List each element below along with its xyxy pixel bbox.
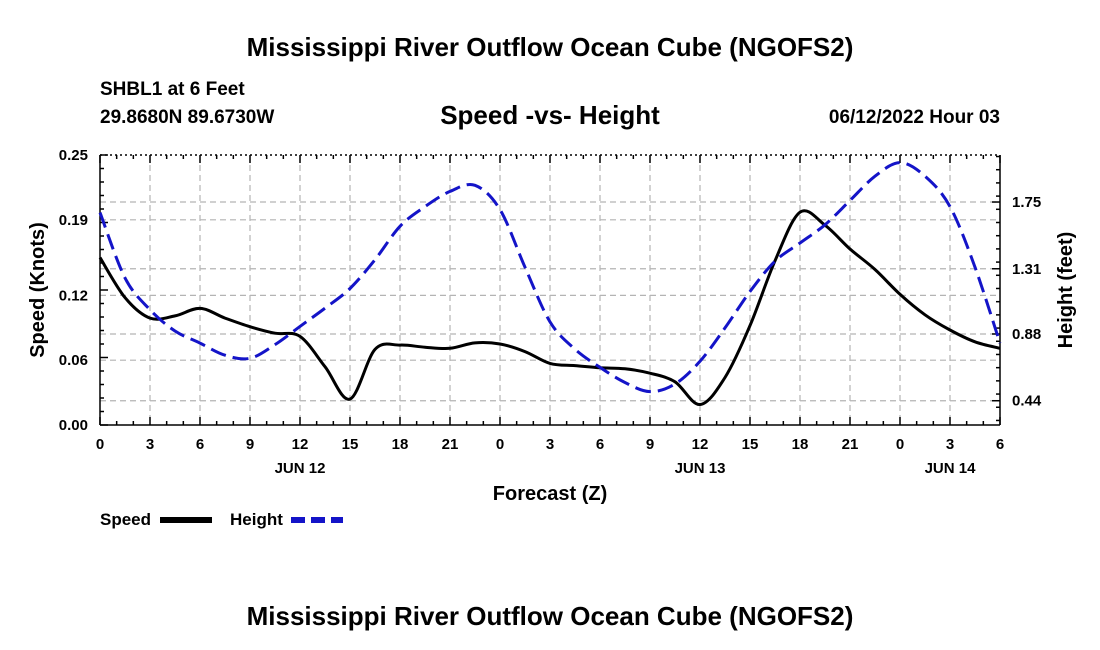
- x-tick-label: 15: [342, 436, 359, 453]
- y2-tick-label: 1.75: [1012, 194, 1041, 211]
- x-tick-label: 3: [546, 436, 554, 453]
- y-tick-label: 0.25: [59, 147, 88, 164]
- legend: Speed Height: [100, 510, 343, 529]
- height-series-line: [98, 161, 1002, 394]
- speed-series-line: [98, 209, 1001, 406]
- y-tick-label: 0.06: [59, 352, 88, 369]
- x-tick-label: 9: [246, 436, 254, 453]
- x-tick-label: 0: [96, 436, 104, 453]
- station-label: SHBL1 at 6 Feet: [100, 79, 245, 100]
- x-tick-label: 21: [442, 436, 459, 453]
- x-tick-label: 12: [692, 436, 709, 453]
- y-tick-label: 0.12: [59, 287, 88, 304]
- coordinates-label: 29.8680N 89.6730W: [100, 107, 274, 128]
- x-tick-label: 3: [946, 436, 954, 453]
- x-tick-label: 18: [792, 436, 809, 453]
- x-tick-label: 3: [146, 436, 154, 453]
- datetime-label: 06/12/2022 Hour 03: [829, 107, 1000, 128]
- y-axis-label: Speed (Knots): [27, 222, 49, 358]
- x-tick-label: 6: [196, 436, 204, 453]
- axes: 0 3 6 9 12 15 18 21 0 3 6 9 12 15 18 21 0 3 6 JUN 12 JUN 13 J…: [59, 147, 1042, 477]
- y-tick-label: 0.19: [59, 212, 88, 229]
- y-tick-label: 0.00: [59, 417, 88, 434]
- x-tick-label: 0: [496, 436, 504, 453]
- x-tick-label: 21: [842, 436, 859, 453]
- main-title: Mississippi River Outflow Ocean Cube (NG…: [247, 32, 854, 62]
- x-tick-label: 9: [646, 436, 654, 453]
- x-tick-label: 15: [742, 436, 759, 453]
- x-day-label: JUN 13: [675, 460, 726, 477]
- x-axis-label: Forecast (Z): [493, 483, 607, 505]
- x-day-label: JUN 14: [925, 460, 977, 477]
- legend-height-label: Height: [230, 510, 283, 529]
- x-tick-label: 6: [996, 436, 1004, 453]
- y2-tick-label: 0.44: [1012, 393, 1042, 410]
- x-tick-label: 18: [392, 436, 409, 453]
- x-tick-label: 6: [596, 436, 604, 453]
- series-lines: [98, 161, 1002, 406]
- footer-title: Mississippi River Outflow Ocean Cube (NG…: [247, 601, 854, 631]
- y2-tick-label: 0.88: [1012, 326, 1041, 343]
- x-tick-label: 0: [896, 436, 904, 453]
- x-day-label: JUN 12: [275, 460, 326, 477]
- legend-speed-label: Speed: [100, 510, 151, 529]
- y2-tick-label: 1.31: [1012, 261, 1041, 278]
- y2-axis-label: Height (feet): [1055, 232, 1077, 349]
- x-tick-label: 12: [292, 436, 309, 453]
- grid: [100, 155, 1000, 425]
- chart-title: Speed -vs- Height: [440, 100, 660, 130]
